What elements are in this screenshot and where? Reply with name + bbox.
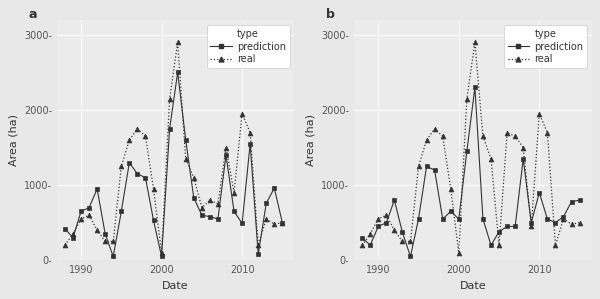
Legend: prediction, real: prediction, real [206, 25, 290, 68]
Y-axis label: Area (ha): Area (ha) [305, 114, 316, 166]
X-axis label: Date: Date [460, 281, 486, 291]
Text: a: a [28, 8, 37, 21]
Y-axis label: Area (ha): Area (ha) [8, 114, 19, 166]
Legend: prediction, real: prediction, real [504, 25, 587, 68]
X-axis label: Date: Date [163, 281, 189, 291]
Text: b: b [326, 8, 334, 21]
